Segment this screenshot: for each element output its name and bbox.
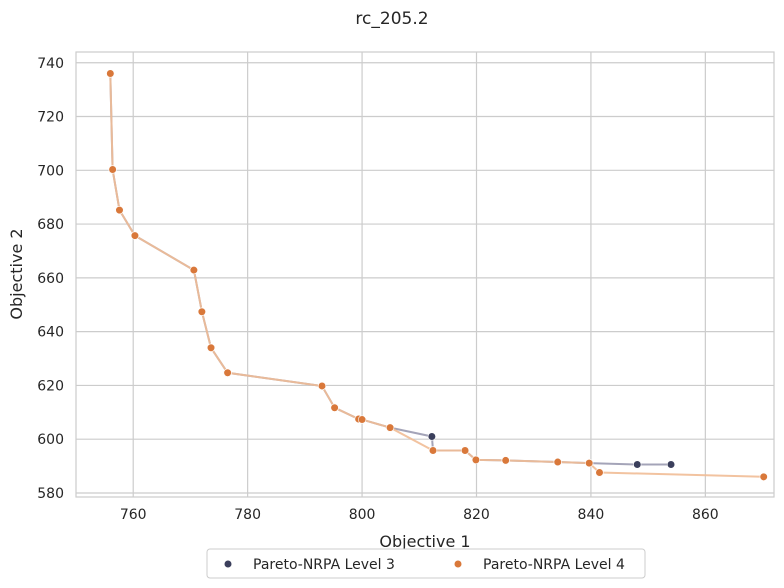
x-tick-label: 800 [349, 507, 376, 523]
grid-lines [76, 52, 774, 497]
plot-frame [75, 51, 775, 498]
legend-marker-level-3 [224, 560, 232, 568]
data-point-level-4 [471, 455, 481, 464]
data-point-level-4 [595, 468, 604, 477]
y-tick-label: 640 [37, 325, 64, 341]
x-tick-labels: 760 780 800 820 840 860 [120, 507, 719, 523]
data-point-level-4 [106, 69, 115, 78]
data-point-level-4 [759, 472, 768, 481]
data-point-level-4 [223, 368, 232, 377]
series-points [106, 69, 768, 481]
data-point-level-4 [317, 381, 327, 391]
y-tick-label: 660 [37, 271, 64, 287]
data-point-level-4 [428, 446, 438, 455]
y-tick-label: 600 [37, 432, 64, 448]
series-line-level-4 [109, 73, 764, 478]
data-point-level-4 [553, 457, 562, 467]
y-tick-label: 700 [37, 163, 64, 179]
data-point-level-4 [206, 343, 216, 352]
x-tick-label: 820 [463, 507, 490, 523]
y-tick-label: 620 [37, 378, 64, 394]
data-point-level-4 [386, 423, 395, 432]
y-tick-label: 580 [37, 486, 64, 502]
data-point-level-4 [197, 307, 206, 316]
x-tick-label: 860 [692, 507, 719, 523]
data-point-level-4 [130, 231, 140, 240]
x-tick-label: 840 [578, 507, 605, 523]
data-point-level-4 [460, 446, 470, 455]
y-tick-label: 680 [37, 217, 64, 233]
data-point-level-4 [330, 403, 339, 412]
legend-box [206, 548, 646, 579]
x-tick-label: 760 [120, 507, 147, 523]
chart-title: rc_205.2 [355, 9, 428, 29]
data-point-level-3 [633, 460, 642, 469]
data-point-level-4 [585, 459, 594, 468]
data-point-level-4 [357, 415, 367, 424]
y-tick-labels: 580 600 620 640 660 680 700 720 740 [37, 56, 64, 502]
x-axis-label: Objective 1 [379, 532, 470, 551]
data-point-level-3 [427, 432, 436, 441]
data-point-level-4 [189, 265, 198, 275]
y-tick-label: 720 [37, 110, 64, 126]
x-tick-label: 780 [234, 507, 261, 523]
legend-marker-level-4 [454, 560, 462, 568]
y-tick-label: 740 [37, 56, 64, 72]
data-point-level-4 [108, 165, 117, 174]
legend-label-level-3: Pareto-NRPA Level 3 [253, 557, 395, 573]
data-point-level-4 [501, 456, 510, 465]
y-axis-label: Objective 2 [7, 228, 26, 319]
data-point-level-3 [666, 460, 676, 469]
data-point-level-4 [115, 206, 124, 215]
legend: Pareto-NRPA Level 3 Pareto-NRPA Level 4 [206, 548, 646, 579]
legend-label-level-4: Pareto-NRPA Level 4 [483, 557, 625, 573]
series-lines [109, 73, 764, 478]
